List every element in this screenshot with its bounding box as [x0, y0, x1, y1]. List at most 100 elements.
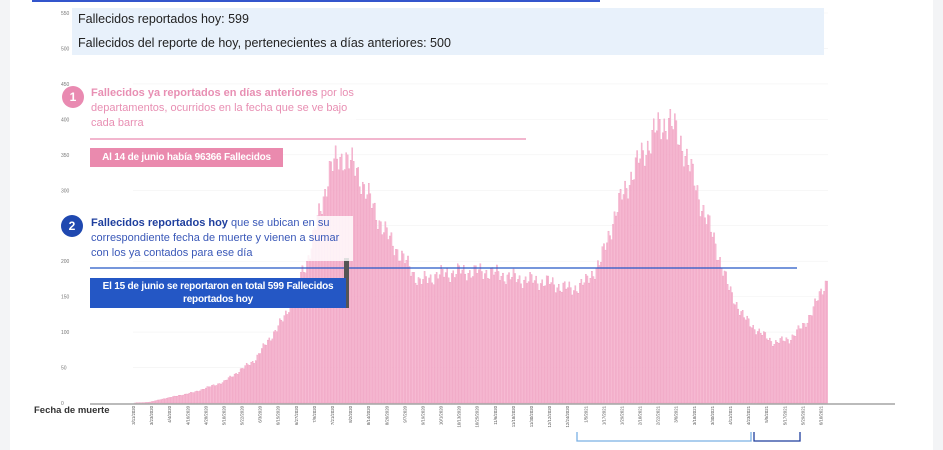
bar-previous — [553, 284, 555, 404]
bar-previous — [235, 373, 237, 404]
bar-previous — [741, 310, 744, 404]
bar-previous — [521, 288, 524, 404]
bar-previous — [616, 212, 619, 404]
bar-previous — [304, 272, 307, 404]
x-tick-label: 11/18/2020 — [511, 405, 516, 427]
bar-previous — [276, 331, 278, 404]
bar-previous — [583, 282, 586, 404]
x-tick-label: 5/22/2020 — [240, 405, 245, 425]
bar-previous — [610, 239, 613, 404]
bar-previous — [146, 402, 148, 404]
bar-previous — [808, 315, 810, 404]
bar-previous — [381, 234, 384, 404]
bar-previous — [178, 395, 180, 404]
bar-previous — [815, 301, 818, 404]
bar-previous — [205, 387, 207, 404]
x-tick-label: 11/6/2020 — [493, 405, 498, 424]
bar-previous — [176, 395, 179, 404]
bar-previous — [514, 273, 516, 404]
bar-previous — [619, 189, 622, 404]
bar-previous — [184, 393, 186, 404]
bar-previous — [393, 255, 396, 404]
bar-previous — [757, 331, 759, 404]
bar-previous — [529, 272, 531, 404]
bar-previous — [244, 365, 246, 404]
bar-previous — [259, 353, 261, 404]
bar-previous — [251, 361, 254, 404]
bar-previous — [193, 392, 195, 404]
bar-previous — [735, 302, 738, 404]
x-tick-label: 3/6/2021 — [674, 405, 679, 422]
bar-previous — [283, 315, 286, 404]
bar-previous — [285, 310, 287, 404]
bar-previous — [279, 318, 281, 404]
bar-previous — [172, 396, 174, 404]
bar-previous — [744, 319, 747, 404]
bar-previous — [196, 390, 198, 404]
bar-previous — [760, 332, 762, 404]
bar-previous — [755, 334, 757, 404]
bar-previous — [491, 267, 494, 404]
bar-previous — [494, 271, 497, 404]
bar-previous — [416, 285, 418, 404]
bar-previous — [500, 276, 503, 404]
bar-previous — [618, 193, 620, 404]
x-tick-label: 5/10/2020 — [221, 405, 226, 425]
bar-previous — [763, 331, 765, 404]
bar-previous — [378, 220, 381, 404]
bar-previous — [200, 389, 203, 404]
bar-previous — [166, 398, 168, 404]
bar-previous — [248, 365, 251, 404]
bar-previous — [410, 275, 412, 404]
annotation-1-text: Fallecidos ya reportados en días anterio… — [91, 86, 356, 131]
bar-previous — [542, 286, 545, 404]
bar-previous — [479, 263, 482, 404]
bar-previous — [704, 217, 706, 404]
bar-previous — [160, 399, 162, 404]
bar-previous — [413, 272, 415, 404]
bar-previous — [574, 285, 577, 404]
bar-previous — [384, 221, 387, 404]
x-tick-label: 1/5/2021 — [583, 405, 588, 422]
y-tick-label: 400 — [61, 117, 70, 123]
bar-previous — [601, 246, 604, 404]
bar-previous — [723, 270, 726, 404]
bar-previous — [550, 282, 552, 404]
bar-previous — [717, 259, 720, 404]
bar-previous — [734, 304, 736, 404]
bar-previous — [796, 329, 798, 404]
bar-previous — [586, 275, 589, 404]
bar-previous — [820, 288, 822, 404]
x-tick-label: 8/14/2020 — [366, 405, 371, 425]
bar-previous — [782, 340, 785, 404]
bar-previous — [794, 336, 797, 404]
bar-previous — [488, 278, 491, 404]
bar-previous — [475, 265, 477, 404]
bar-previous — [185, 393, 188, 404]
bar-previous — [164, 398, 167, 404]
bar-previous — [630, 171, 632, 404]
bar-previous — [158, 399, 160, 404]
bar-previous — [369, 193, 372, 404]
bar-previous — [387, 239, 390, 404]
x-tick-label: 2/10/2021 — [638, 405, 643, 425]
bar-previous — [446, 268, 448, 404]
x-tick-label: 11/30/2020 — [529, 405, 534, 427]
bar-previous — [371, 208, 373, 404]
annotation-1-body: por los departamentos, ocurridos en la f… — [91, 87, 354, 129]
bar-previous — [680, 135, 682, 404]
bar-previous — [220, 383, 222, 404]
period-bracket-dark — [753, 432, 801, 442]
bar-previous — [699, 216, 702, 404]
bar-previous — [671, 126, 673, 404]
bar-previous — [642, 150, 644, 404]
bar-previous — [533, 280, 536, 404]
bar-previous — [701, 211, 703, 404]
bar-previous — [785, 337, 788, 404]
bar-previous — [286, 314, 289, 404]
bar-previous — [352, 161, 355, 404]
bar-previous — [622, 194, 625, 404]
bar-previous — [812, 306, 815, 404]
bar-previous — [463, 265, 465, 404]
bar-previous — [634, 157, 637, 404]
